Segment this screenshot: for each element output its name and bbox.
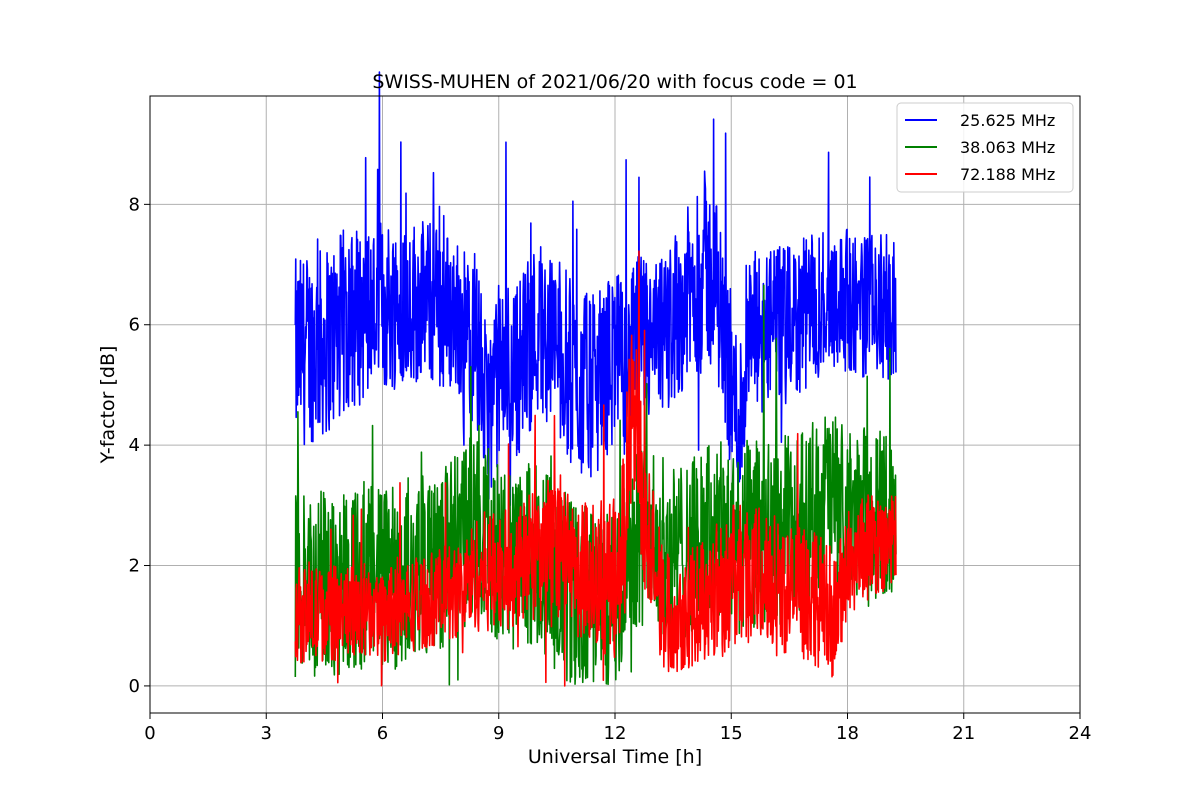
x-tick-label: 6 bbox=[377, 723, 388, 744]
legend: 25.625 MHz 38.063 MHz 72.188 MHz bbox=[896, 102, 1074, 193]
x-tick-label: 12 bbox=[604, 723, 627, 744]
x-tick-label: 15 bbox=[720, 723, 743, 744]
legend-label: 72.188 MHz bbox=[960, 165, 1055, 184]
y-axis-label: Y-factor [dB] bbox=[97, 346, 119, 465]
chart-title: SWISS-MUHEN of 2021/06/20 with focus cod… bbox=[372, 71, 857, 93]
y-tick-label: 2 bbox=[129, 556, 140, 577]
x-tick-label: 18 bbox=[836, 723, 859, 744]
series-layer bbox=[294, 71, 897, 687]
x-axis-label: Universal Time [h] bbox=[528, 746, 702, 768]
x-tick-label: 21 bbox=[952, 723, 975, 744]
x-axis-ticks: 0 3 6 9 12 15 18 21 24 bbox=[144, 713, 1091, 744]
y-axis-ticks: 0 2 4 6 8 bbox=[129, 194, 150, 697]
legend-label: 25.625 MHz bbox=[960, 111, 1055, 130]
y-tick-label: 8 bbox=[129, 194, 140, 215]
x-tick-label: 3 bbox=[261, 723, 272, 744]
series-line-3 bbox=[294, 250, 897, 687]
x-tick-label: 24 bbox=[1069, 723, 1092, 744]
legend-box bbox=[896, 102, 1074, 193]
legend-label: 38.063 MHz bbox=[960, 138, 1055, 157]
y-tick-label: 4 bbox=[129, 435, 140, 456]
x-tick-label: 0 bbox=[144, 723, 155, 744]
series-line-1 bbox=[294, 71, 897, 507]
x-tick-label: 9 bbox=[493, 723, 504, 744]
y-tick-label: 0 bbox=[129, 676, 140, 697]
y-tick-label: 6 bbox=[129, 315, 140, 336]
